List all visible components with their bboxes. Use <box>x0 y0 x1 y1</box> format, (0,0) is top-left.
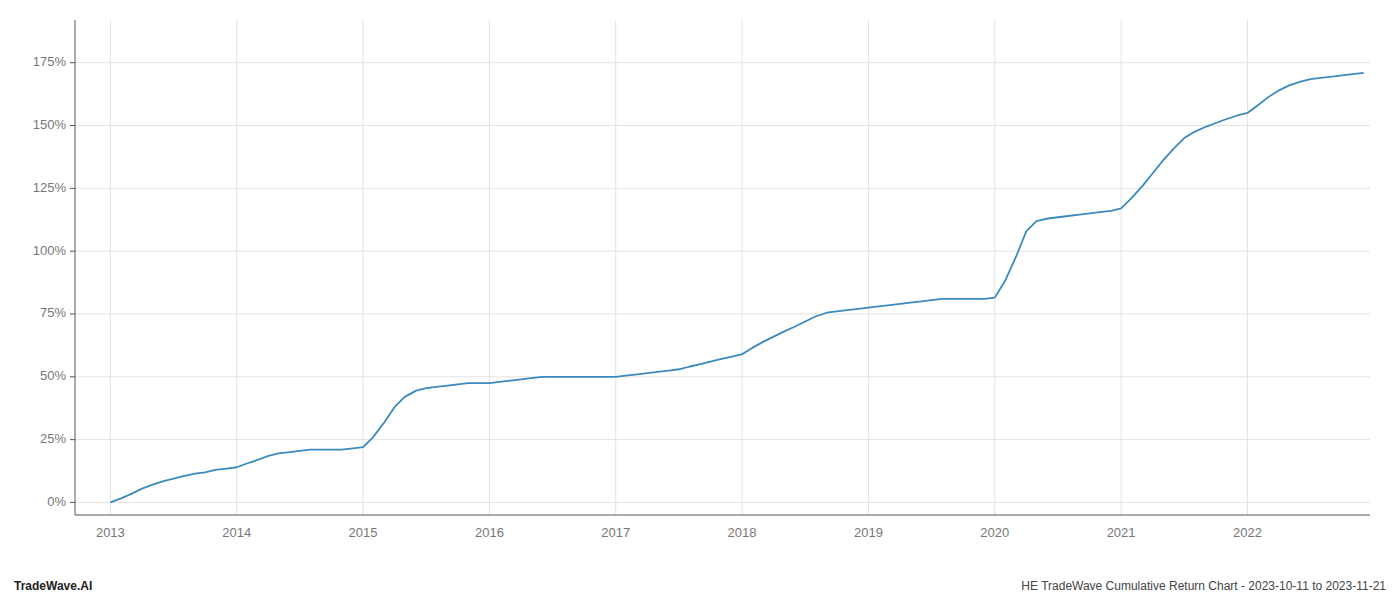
y-grid-line <box>75 376 1370 377</box>
y-grid-line <box>75 251 1370 252</box>
y-tick <box>70 125 75 126</box>
y-tick <box>70 376 75 377</box>
y-grid-line <box>75 502 1370 503</box>
axes: 0% 25% 50% 75% 100% 125% 150% 175% 2013 2014 2015 2… <box>33 20 1370 540</box>
y-tick <box>70 313 75 314</box>
x-tick-label: 2018 <box>728 525 757 540</box>
page: {"chart_data": { "type": "line", "title"… <box>0 0 1400 600</box>
x-tick-label: 2021 <box>1107 525 1136 540</box>
x-tick-label: 2019 <box>854 525 883 540</box>
x-grid-line <box>489 20 490 515</box>
x-grid-line <box>615 20 616 515</box>
x-tick-label: 2017 <box>601 525 630 540</box>
x-tick-label: 2013 <box>96 525 125 540</box>
x-tick-label: 2014 <box>222 525 251 540</box>
x-axis-line <box>75 515 1370 516</box>
grid <box>75 20 1370 515</box>
x-tick-label: 2016 <box>475 525 504 540</box>
y-grid-line <box>75 125 1370 126</box>
x-grid-line <box>1121 20 1122 515</box>
x-grid-line <box>110 20 111 515</box>
return-line <box>110 73 1363 503</box>
y-tick-label: 175% <box>33 54 67 69</box>
y-tick <box>70 251 75 252</box>
y-tick-label: 0% <box>47 494 66 509</box>
x-grid-line <box>236 20 237 515</box>
y-tick-label: 75% <box>40 305 66 320</box>
y-tick-label: 100% <box>33 243 67 258</box>
y-grid-line <box>75 439 1370 440</box>
y-tick <box>70 188 75 189</box>
y-grid-line <box>75 313 1370 314</box>
plot-area <box>110 73 1363 503</box>
chart: 0% 25% 50% 75% 100% 125% 150% 175% 2013 2014 2015 2… <box>0 0 1400 600</box>
x-grid-line <box>868 20 869 515</box>
x-grid-line <box>742 20 743 515</box>
y-tick-label: 50% <box>40 368 66 383</box>
x-grid-line <box>1247 20 1248 515</box>
title: HE TradeWave Cumulative Return Chart - 2… <box>1021 579 1386 593</box>
watermark: TradeWave.AI <box>14 579 92 593</box>
x-tick-label: 2015 <box>349 525 378 540</box>
x-tick-label: 2022 <box>1233 525 1262 540</box>
x-tick-label: 2020 <box>980 525 1009 540</box>
y-tick-label: 125% <box>33 180 67 195</box>
y-tick <box>70 62 75 63</box>
y-tick-label: 150% <box>33 117 67 132</box>
x-grid-line <box>363 20 364 515</box>
y-axis-line <box>75 20 76 515</box>
y-grid-line <box>75 62 1370 63</box>
y-tick-label: 25% <box>40 431 66 446</box>
y-tick <box>70 439 75 440</box>
y-tick <box>70 502 75 503</box>
x-grid-line <box>994 20 995 515</box>
y-grid-line <box>75 188 1370 189</box>
